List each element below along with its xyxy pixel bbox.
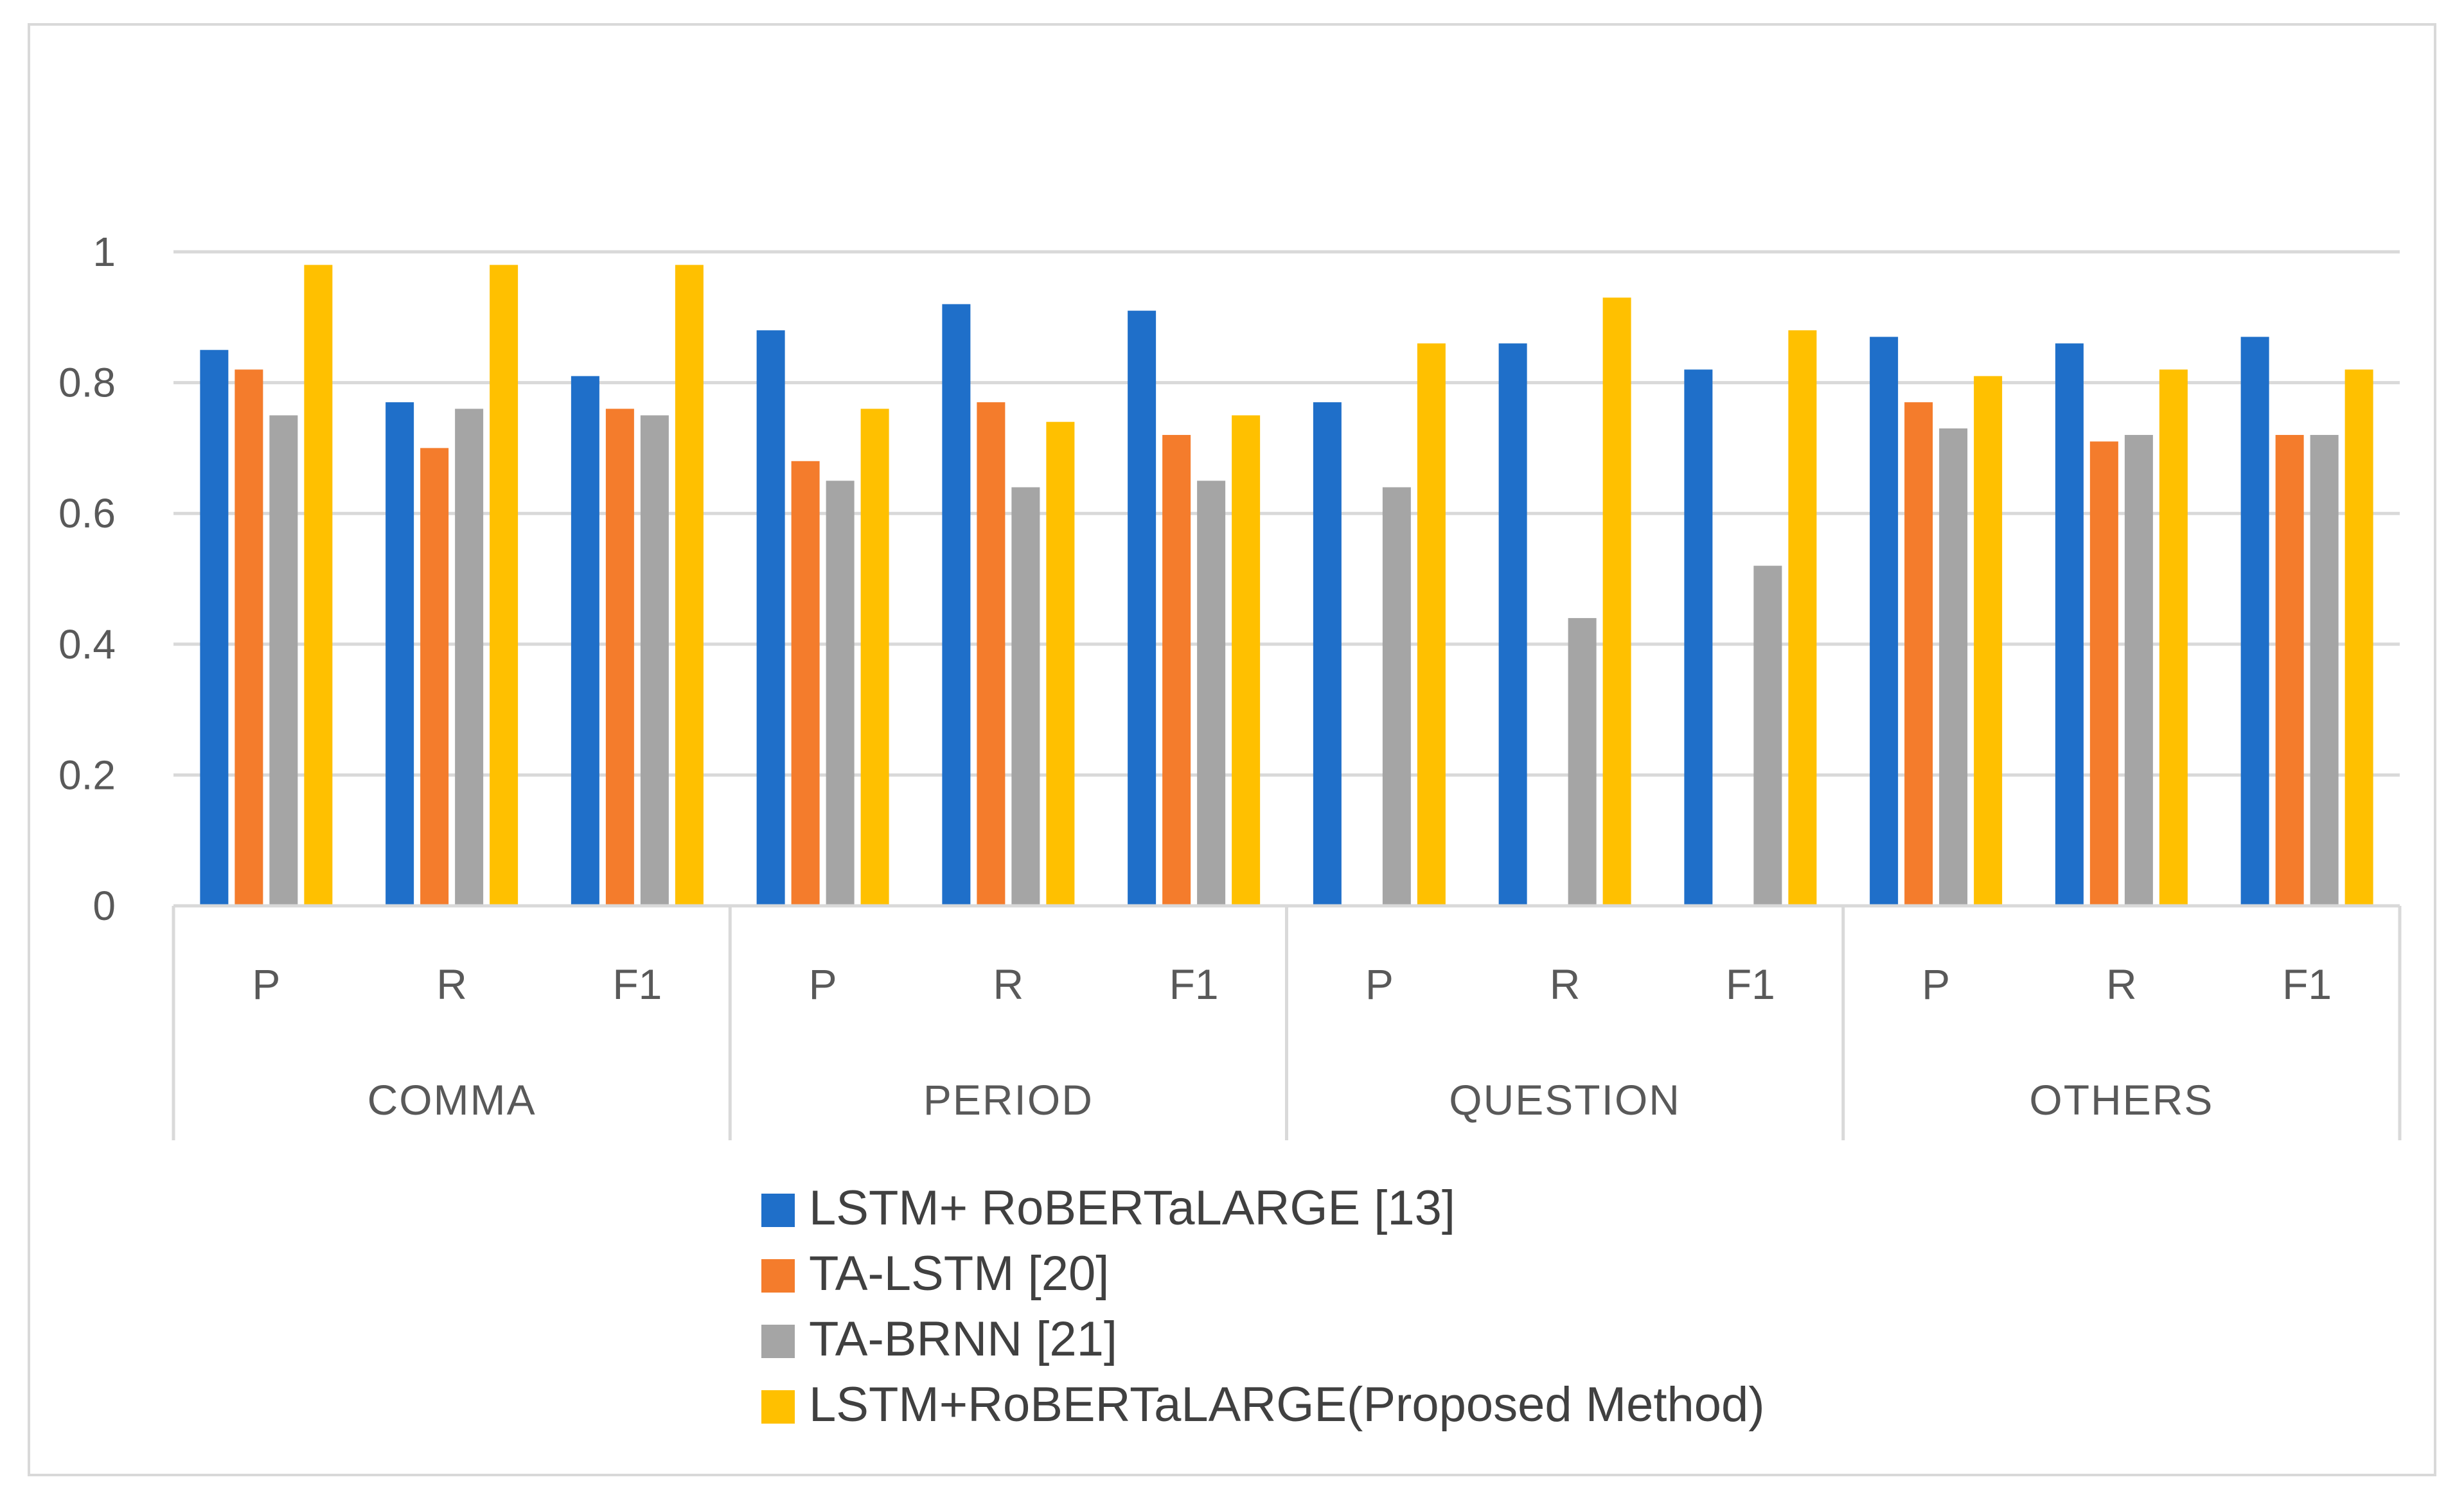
group-label: COMMA [368,1076,536,1124]
y-tick-label: 0.8 [58,360,116,406]
bar-2-others-p [1904,402,1933,906]
bar-4-comma-r [490,265,519,906]
x-tick-label: R [993,960,1024,1008]
bar-3-comma-f1 [640,415,669,906]
bar-3-period-f1 [1197,481,1226,906]
legend-label: TA-LSTM [20] [809,1246,1109,1301]
y-axis: 0 0.2 0.4 0.6 0.8 1 [58,229,116,929]
y-tick-label: 0.4 [58,621,116,667]
x-tick-label: F1 [2282,960,2332,1008]
gridlines [173,250,2400,777]
x-tick-label: P [1922,960,1950,1008]
group-label: QUESTION [1449,1076,1681,1124]
bar-4-question-f1 [1788,330,1817,906]
bar-4-comma-p [304,265,333,906]
x-tick-label: F1 [1169,960,1219,1008]
bar-4-period-r [1046,421,1075,906]
x-axis: P R F1 COMMA P R F1 PERIOD P R F1 QUESTION P R F1 OTHER… [172,904,2402,1140]
bar-2-comma-r [420,448,449,906]
bar-4-others-r [2159,369,2188,906]
legend-label: LSTM+ RoBERTaLARGE [13] [809,1181,1455,1235]
bar-2-comma-f1 [605,409,634,906]
legend-label: LSTM+RoBERTaLARGE(Proposed Method) [809,1377,1765,1432]
x-tick-label: R [1550,960,1581,1008]
bar-2-period-r [977,402,1006,906]
x-tick-label: P [1365,960,1394,1008]
bar-1-comma-p [200,349,229,906]
legend: LSTM+ RoBERTaLARGE [13] TA-LSTM [20] TA-BR… [761,1181,1765,1432]
bar-3-comma-p [269,415,298,906]
bar-1-question-p [1313,402,1342,906]
x-tick-label: F1 [612,960,662,1008]
bar-3-comma-r [455,409,484,906]
legend-swatch [761,1390,795,1424]
bar-3-others-p [1939,428,1968,906]
bar-2-period-f1 [1162,435,1191,906]
group-label: OTHERS [2029,1076,2213,1124]
bar-4-question-r [1602,297,1631,906]
bar-2-others-f1 [2275,435,2304,906]
bar-3-others-f1 [2310,435,2339,906]
legend-swatch [761,1259,795,1293]
bar-2-period-p [791,461,820,906]
bar-1-period-r [942,304,971,906]
y-tick-label: 0.2 [58,752,116,798]
x-tick-label: P [252,960,280,1008]
bar-4-period-p [860,409,889,906]
bar-4-comma-f1 [675,265,704,906]
bar-4-others-p [1974,376,2003,906]
bar-1-comma-f1 [571,376,599,906]
x-tick-label: R [436,960,467,1008]
legend-swatch [761,1194,795,1227]
y-tick-label: 0.6 [58,490,116,536]
bar-2-others-r [2089,441,2118,906]
bar-4-period-f1 [1232,415,1261,906]
legend-label: TA-BRNN [21] [809,1312,1117,1366]
bar-1-comma-r [386,402,414,906]
x-tick-label: R [2106,960,2137,1008]
bar-4-others-f1 [2344,369,2373,906]
bar-2-comma-p [235,369,263,906]
bar-1-others-f1 [2240,337,2269,906]
bar-3-period-r [1011,487,1040,906]
bar-3-period-p [826,481,855,906]
bar-1-others-r [2055,343,2084,906]
bar-4-question-p [1417,343,1446,906]
bar-3-question-r [1568,618,1597,906]
legend-swatch [761,1325,795,1358]
y-tick-label: 0 [93,883,116,929]
y-tick-label: 1 [93,229,116,275]
x-tick-label: F1 [1726,960,1775,1008]
bars [200,265,2373,906]
bar-1-period-p [756,330,785,906]
bar-1-question-f1 [1684,369,1713,906]
bar-3-question-f1 [1753,565,1782,906]
bar-3-others-r [2124,435,2153,906]
x-tick-label: P [809,960,837,1008]
bar-1-question-r [1498,343,1527,906]
group-label: PERIOD [923,1076,1094,1124]
bar-3-question-p [1382,487,1411,906]
bar-1-others-p [1870,337,1899,906]
bar-1-period-f1 [1128,310,1157,906]
